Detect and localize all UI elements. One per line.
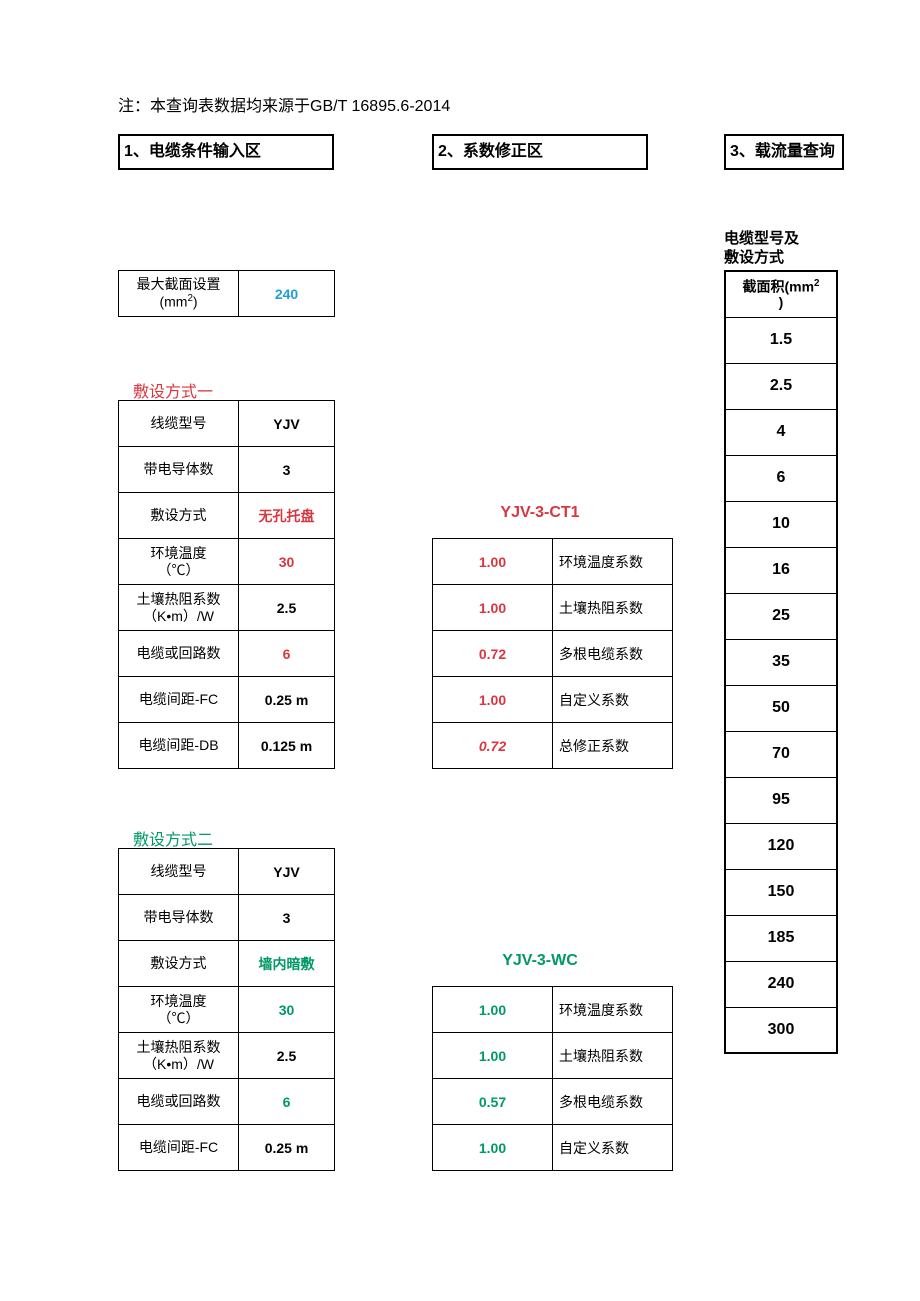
method1-heading: 敷设方式一 xyxy=(133,378,213,402)
input-row-label: 敷设方式 xyxy=(119,493,239,539)
input-row-label: 带电导体数 xyxy=(119,895,239,941)
input-row-value[interactable]: 墙内暗敷 xyxy=(239,941,335,987)
coef-label: 多根电缆系数 xyxy=(553,1079,673,1125)
coef-label: 总修正系数 xyxy=(553,723,673,769)
cross-section-value: 70 xyxy=(725,731,837,777)
method2-coef-table: 1.00环境温度系数1.00土壤热阻系数0.57多根电缆系数1.00自定义系数 xyxy=(432,986,673,1171)
input-row-value[interactable]: 30 xyxy=(239,987,335,1033)
input-row-label: 带电导体数 xyxy=(119,447,239,493)
cross-section-value: 150 xyxy=(725,869,837,915)
source-note: 注：本查询表数据均来源于GB/T 16895.6-2014 xyxy=(118,92,450,116)
method1-coef-heading: YJV-3-CT1 xyxy=(432,504,648,522)
coef-value: 1.00 xyxy=(433,677,553,723)
coef-value: 0.72 xyxy=(433,631,553,677)
cross-section-value: 10 xyxy=(725,501,837,547)
coef-label: 环境温度系数 xyxy=(553,539,673,585)
input-row-value[interactable]: YJV xyxy=(239,401,335,447)
max-section-table: 最大截面设置 (mm2) 240 xyxy=(118,270,335,317)
input-row-label: 敷设方式 xyxy=(119,941,239,987)
input-row-value[interactable]: 3 xyxy=(239,895,335,941)
cross-section-value: 1.5 xyxy=(725,317,837,363)
coef-value: 1.00 xyxy=(433,585,553,631)
tab-input-area: 1、电缆条件输入区 xyxy=(118,134,334,170)
method2-heading: 敷设方式二 xyxy=(133,826,213,850)
input-row-value[interactable]: 30 xyxy=(239,539,335,585)
method1-coef-table: 1.00环境温度系数1.00土壤热阻系数0.72多根电缆系数1.00自定义系数0… xyxy=(432,538,673,769)
coef-label: 环境温度系数 xyxy=(553,987,673,1033)
cross-section-value: 95 xyxy=(725,777,837,823)
input-row-label: 线缆型号 xyxy=(119,849,239,895)
coef-label: 自定义系数 xyxy=(553,677,673,723)
input-row-label: 线缆型号 xyxy=(119,401,239,447)
coef-value: 1.00 xyxy=(433,539,553,585)
coef-label: 土壤热阻系数 xyxy=(553,585,673,631)
tab-coefficient-area: 2、系数修正区 xyxy=(432,134,648,170)
cross-section-value: 35 xyxy=(725,639,837,685)
coef-value: 0.72 xyxy=(433,723,553,769)
cross-section-value: 185 xyxy=(725,915,837,961)
cross-section-value: 25 xyxy=(725,593,837,639)
input-row-value[interactable]: 0.25 m xyxy=(239,1125,335,1171)
input-row-value[interactable]: 2.5 xyxy=(239,1033,335,1079)
coef-value: 0.57 xyxy=(433,1079,553,1125)
input-row-value[interactable]: 无孔托盘 xyxy=(239,493,335,539)
coef-value: 1.00 xyxy=(433,1033,553,1079)
input-row-label: 环境温度（℃） xyxy=(119,987,239,1033)
max-section-value[interactable]: 240 xyxy=(239,271,335,317)
input-row-value[interactable]: 3 xyxy=(239,447,335,493)
input-row-value[interactable]: 6 xyxy=(239,631,335,677)
input-row-label: 电缆或回路数 xyxy=(119,1079,239,1125)
input-row-value[interactable]: 6 xyxy=(239,1079,335,1125)
input-row-label: 土壤热阻系数（K•m）/W xyxy=(119,1033,239,1079)
coef-value: 1.00 xyxy=(433,987,553,1033)
coef-label: 自定义系数 xyxy=(553,1125,673,1171)
input-row-value[interactable]: 0.125 m xyxy=(239,723,335,769)
input-row-label: 环境温度（℃） xyxy=(119,539,239,585)
cross-section-value: 16 xyxy=(725,547,837,593)
cross-section-value: 300 xyxy=(725,1007,837,1053)
max-section-label: 最大截面设置 (mm2) xyxy=(119,271,239,317)
input-row-label: 电缆间距-FC xyxy=(119,1125,239,1171)
method2-input-table: 线缆型号YJV带电导体数3敷设方式墙内暗敷环境温度（℃）30土壤热阻系数（K•m… xyxy=(118,848,335,1171)
coef-value: 1.00 xyxy=(433,1125,553,1171)
input-row-label: 土壤热阻系数（K•m）/W xyxy=(119,585,239,631)
method1-input-table: 线缆型号YJV带电导体数3敷设方式无孔托盘环境温度（℃）30土壤热阻系数（K•m… xyxy=(118,400,335,769)
input-row-label: 电缆间距-DB xyxy=(119,723,239,769)
coef-label: 多根电缆系数 xyxy=(553,631,673,677)
cross-section-header: 截面积(mm2) xyxy=(725,271,837,317)
cross-section-value: 50 xyxy=(725,685,837,731)
input-row-label: 电缆或回路数 xyxy=(119,631,239,677)
input-row-label: 电缆间距-FC xyxy=(119,677,239,723)
input-row-value[interactable]: 0.25 m xyxy=(239,677,335,723)
cross-section-value: 120 xyxy=(725,823,837,869)
input-row-value[interactable]: YJV xyxy=(239,849,335,895)
tab-ampacity-area: 3、载流量查询 xyxy=(724,134,844,170)
cross-section-value: 4 xyxy=(725,409,837,455)
method2-coef-heading: YJV-3-WC xyxy=(432,952,648,970)
right-column-heading: 电缆型号及敷设方式 xyxy=(724,230,799,268)
input-row-value[interactable]: 2.5 xyxy=(239,585,335,631)
coef-label: 土壤热阻系数 xyxy=(553,1033,673,1079)
cross-section-value: 6 xyxy=(725,455,837,501)
cross-section-table: 截面积(mm2)1.52.546101625355070951201501852… xyxy=(724,270,838,1054)
cross-section-value: 240 xyxy=(725,961,837,1007)
cross-section-value: 2.5 xyxy=(725,363,837,409)
page-root: 注：本查询表数据均来源于GB/T 16895.6-2014 1、电缆条件输入区 … xyxy=(0,0,920,1301)
